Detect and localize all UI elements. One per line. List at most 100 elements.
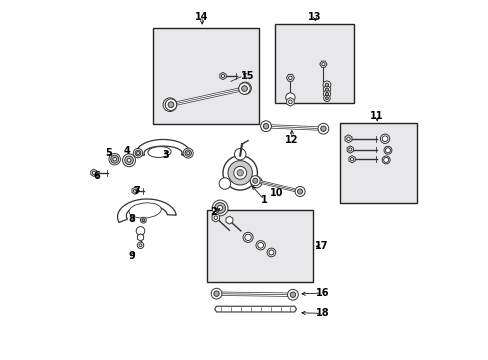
Text: 9: 9 — [128, 251, 135, 261]
Circle shape — [285, 93, 294, 102]
Circle shape — [323, 95, 329, 102]
Circle shape — [137, 242, 143, 248]
Circle shape — [250, 176, 260, 186]
Polygon shape — [286, 98, 293, 106]
Circle shape — [133, 148, 142, 158]
Circle shape — [294, 186, 305, 197]
Polygon shape — [345, 135, 351, 143]
Text: 16: 16 — [315, 288, 329, 298]
Text: 1: 1 — [260, 195, 267, 205]
Text: 6: 6 — [93, 171, 100, 181]
Circle shape — [383, 146, 391, 154]
Circle shape — [287, 289, 298, 300]
Circle shape — [350, 158, 353, 161]
FancyBboxPatch shape — [274, 24, 353, 103]
Circle shape — [382, 156, 389, 164]
Circle shape — [212, 200, 227, 216]
Circle shape — [233, 166, 246, 179]
Ellipse shape — [129, 203, 161, 218]
Text: 10: 10 — [269, 188, 283, 198]
Circle shape — [320, 126, 325, 131]
Circle shape — [266, 248, 275, 257]
Polygon shape — [220, 72, 225, 80]
Circle shape — [348, 148, 351, 151]
Circle shape — [325, 83, 328, 87]
Text: 15: 15 — [241, 71, 254, 81]
Polygon shape — [136, 139, 190, 157]
Text: 2: 2 — [210, 207, 217, 217]
Circle shape — [214, 216, 217, 220]
FancyBboxPatch shape — [153, 28, 258, 125]
Text: 8: 8 — [128, 215, 135, 224]
Text: 5: 5 — [105, 148, 112, 158]
Circle shape — [234, 148, 245, 160]
Circle shape — [214, 203, 225, 213]
Circle shape — [127, 158, 131, 162]
Circle shape — [250, 176, 262, 188]
Circle shape — [221, 75, 224, 78]
Circle shape — [223, 156, 257, 190]
Polygon shape — [91, 169, 97, 176]
Circle shape — [380, 134, 389, 143]
Circle shape — [237, 170, 243, 176]
Polygon shape — [286, 75, 294, 81]
Circle shape — [288, 100, 292, 104]
Polygon shape — [137, 234, 143, 241]
Circle shape — [325, 88, 328, 91]
Circle shape — [383, 157, 388, 162]
Text: 14: 14 — [195, 12, 208, 22]
Text: 11: 11 — [370, 111, 383, 121]
Circle shape — [290, 292, 295, 297]
Circle shape — [257, 242, 263, 248]
Circle shape — [163, 98, 176, 112]
Circle shape — [135, 150, 141, 156]
Circle shape — [183, 148, 193, 158]
Text: 12: 12 — [285, 135, 298, 145]
Circle shape — [227, 161, 252, 185]
Polygon shape — [214, 306, 296, 312]
Circle shape — [139, 244, 142, 247]
Circle shape — [142, 219, 144, 222]
Circle shape — [325, 97, 328, 100]
Circle shape — [346, 137, 349, 140]
Circle shape — [219, 178, 230, 189]
Circle shape — [263, 123, 268, 129]
Circle shape — [239, 82, 251, 94]
Circle shape — [297, 189, 302, 194]
Circle shape — [241, 84, 249, 92]
Circle shape — [109, 153, 120, 165]
Circle shape — [244, 234, 251, 240]
Circle shape — [382, 136, 387, 141]
Ellipse shape — [147, 147, 171, 157]
Circle shape — [325, 92, 328, 95]
Circle shape — [211, 288, 222, 299]
Circle shape — [252, 178, 257, 183]
Text: 3: 3 — [162, 150, 169, 160]
Circle shape — [110, 155, 119, 163]
Circle shape — [124, 156, 133, 165]
Circle shape — [168, 102, 174, 108]
Circle shape — [113, 157, 116, 161]
Circle shape — [213, 291, 219, 296]
Polygon shape — [346, 146, 353, 153]
Circle shape — [323, 81, 330, 89]
Circle shape — [136, 226, 144, 235]
Text: 17: 17 — [314, 241, 327, 251]
Circle shape — [92, 171, 95, 175]
FancyBboxPatch shape — [339, 123, 416, 203]
Circle shape — [243, 232, 253, 242]
Circle shape — [385, 148, 389, 153]
Text: 7: 7 — [133, 186, 140, 197]
Polygon shape — [348, 156, 354, 163]
Circle shape — [140, 217, 146, 223]
Circle shape — [217, 206, 222, 211]
Text: 13: 13 — [308, 12, 321, 22]
Circle shape — [323, 86, 330, 93]
Polygon shape — [212, 213, 219, 222]
Circle shape — [288, 76, 291, 80]
FancyBboxPatch shape — [206, 211, 312, 282]
Circle shape — [321, 63, 325, 66]
Circle shape — [241, 86, 247, 91]
Circle shape — [323, 90, 330, 98]
Circle shape — [317, 123, 328, 134]
